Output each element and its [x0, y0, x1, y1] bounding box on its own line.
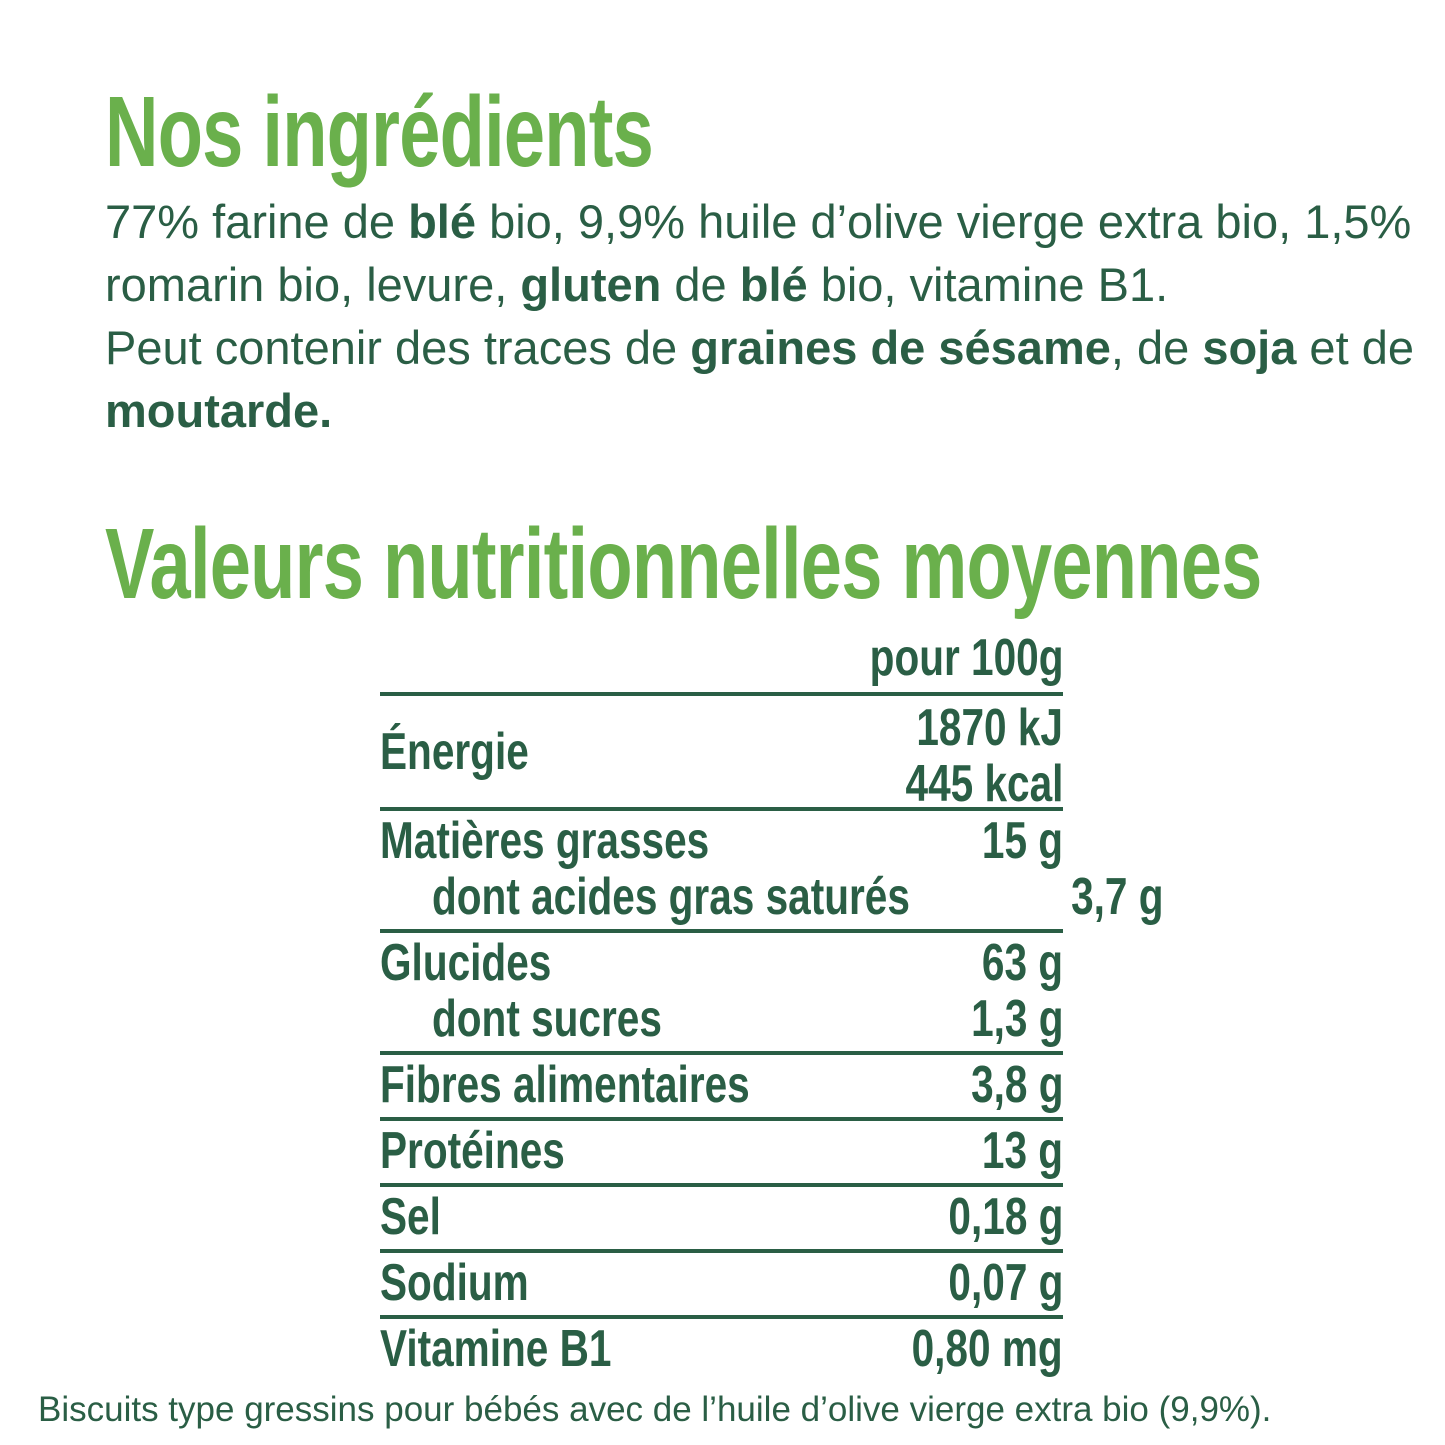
nutrition-table: pour 100g Énergie 1870 kJ 445 kcal Matiè… [380, 628, 1163, 1381]
ingredients-title: Nos ingrédients [105, 76, 654, 188]
table-line: Sel 0,18 g [380, 1188, 1063, 1246]
text-segment: bio, 9,9% huile d’olive vierge extra bio… [105, 195, 1412, 311]
row-label: Protéines [380, 1122, 565, 1180]
allergen-highlight: soja [1202, 321, 1297, 374]
allergen-highlight: blé [739, 258, 808, 311]
row-value-kcal: 445 kcal [905, 755, 1063, 813]
allergen-highlight: moutarde. [105, 384, 333, 437]
row-value: 15 g [981, 812, 1063, 870]
column-header: pour 100g [380, 628, 1063, 692]
row-label: Sel [380, 1188, 441, 1246]
product-description: Biscuits type gressins pour bébés avec d… [38, 1390, 1272, 1429]
row-label: Vitamine B1 [380, 1320, 612, 1378]
row-value-kj: 1870 kJ [916, 699, 1063, 757]
table-row: Glucides 63 g dont sucres 1,3 g [380, 929, 1063, 1051]
table-subrow: dont sucres 1,3 g [380, 990, 1063, 1048]
text-segment: de [661, 258, 740, 311]
ingredients-list: 77% farine de blé bio, 9,9% huile d’oliv… [105, 190, 1445, 316]
table-line: Sodium 0,07 g [380, 1254, 1063, 1312]
table-row: Sel 0,18 g [380, 1183, 1063, 1249]
ingredients-text: 77% farine de blé bio, 9,9% huile d’oliv… [105, 190, 1445, 442]
text-segment: bio, vitamine B1. [807, 258, 1169, 311]
table-line: Vitamine B1 0,80 mg [380, 1320, 1063, 1378]
text-segment: 77% farine de [105, 195, 409, 248]
row-label: Matières grasses [380, 812, 710, 870]
table-subrow: dont acides gras saturés 3,7 g [380, 868, 1163, 926]
table-row: Vitamine B1 0,80 mg [380, 1315, 1063, 1381]
row-value: 63 g [981, 934, 1063, 992]
table-row: Sodium 0,07 g [380, 1249, 1063, 1315]
row-value: 13 g [981, 1122, 1063, 1180]
table-row: Fibres alimentaires 3,8 g [380, 1051, 1063, 1117]
nutrition-title: Valeurs nutritionnelles moyennes [105, 508, 1262, 620]
row-label: Glucides [380, 934, 552, 992]
text-segment: et de [1296, 321, 1414, 374]
table-line: Protéines 13 g [380, 1122, 1063, 1180]
row-value: 0,18 g [948, 1188, 1063, 1246]
row-value: 3,7 g [1070, 868, 1164, 926]
allergen-highlight: graines de sésame [690, 321, 1111, 374]
row-value: 0,80 mg [911, 1320, 1063, 1378]
row-label: Fibres alimentaires [380, 1056, 750, 1114]
allergen-traces: Peut contenir des traces de graines de s… [105, 316, 1445, 442]
text-segment: Peut contenir des traces de [105, 321, 691, 374]
table-line: Matières grasses 15 g [380, 812, 1063, 870]
table-row: Protéines 13 g [380, 1117, 1063, 1183]
row-label: Énergie [380, 723, 529, 781]
row-label: dont sucres [432, 990, 662, 1048]
table-line: Glucides 63 g [380, 934, 1063, 992]
column-header-label: pour 100g [869, 629, 1063, 687]
row-label: dont acides gras saturés [432, 868, 910, 926]
row-value: 1,3 g [970, 990, 1063, 1048]
row-value: 0,07 g [948, 1254, 1063, 1312]
row-value: 3,8 g [970, 1056, 1063, 1114]
table-line: Fibres alimentaires 3,8 g [380, 1056, 1063, 1114]
text-segment: , de [1110, 321, 1203, 374]
row-label: Sodium [380, 1254, 529, 1312]
allergen-highlight: gluten [520, 258, 662, 311]
table-row: Matières grasses 15 g dont acides gras sat… [380, 807, 1163, 929]
table-row-energy: Énergie 1870 kJ 445 kcal [380, 692, 1063, 813]
allergen-highlight: blé [408, 195, 477, 248]
